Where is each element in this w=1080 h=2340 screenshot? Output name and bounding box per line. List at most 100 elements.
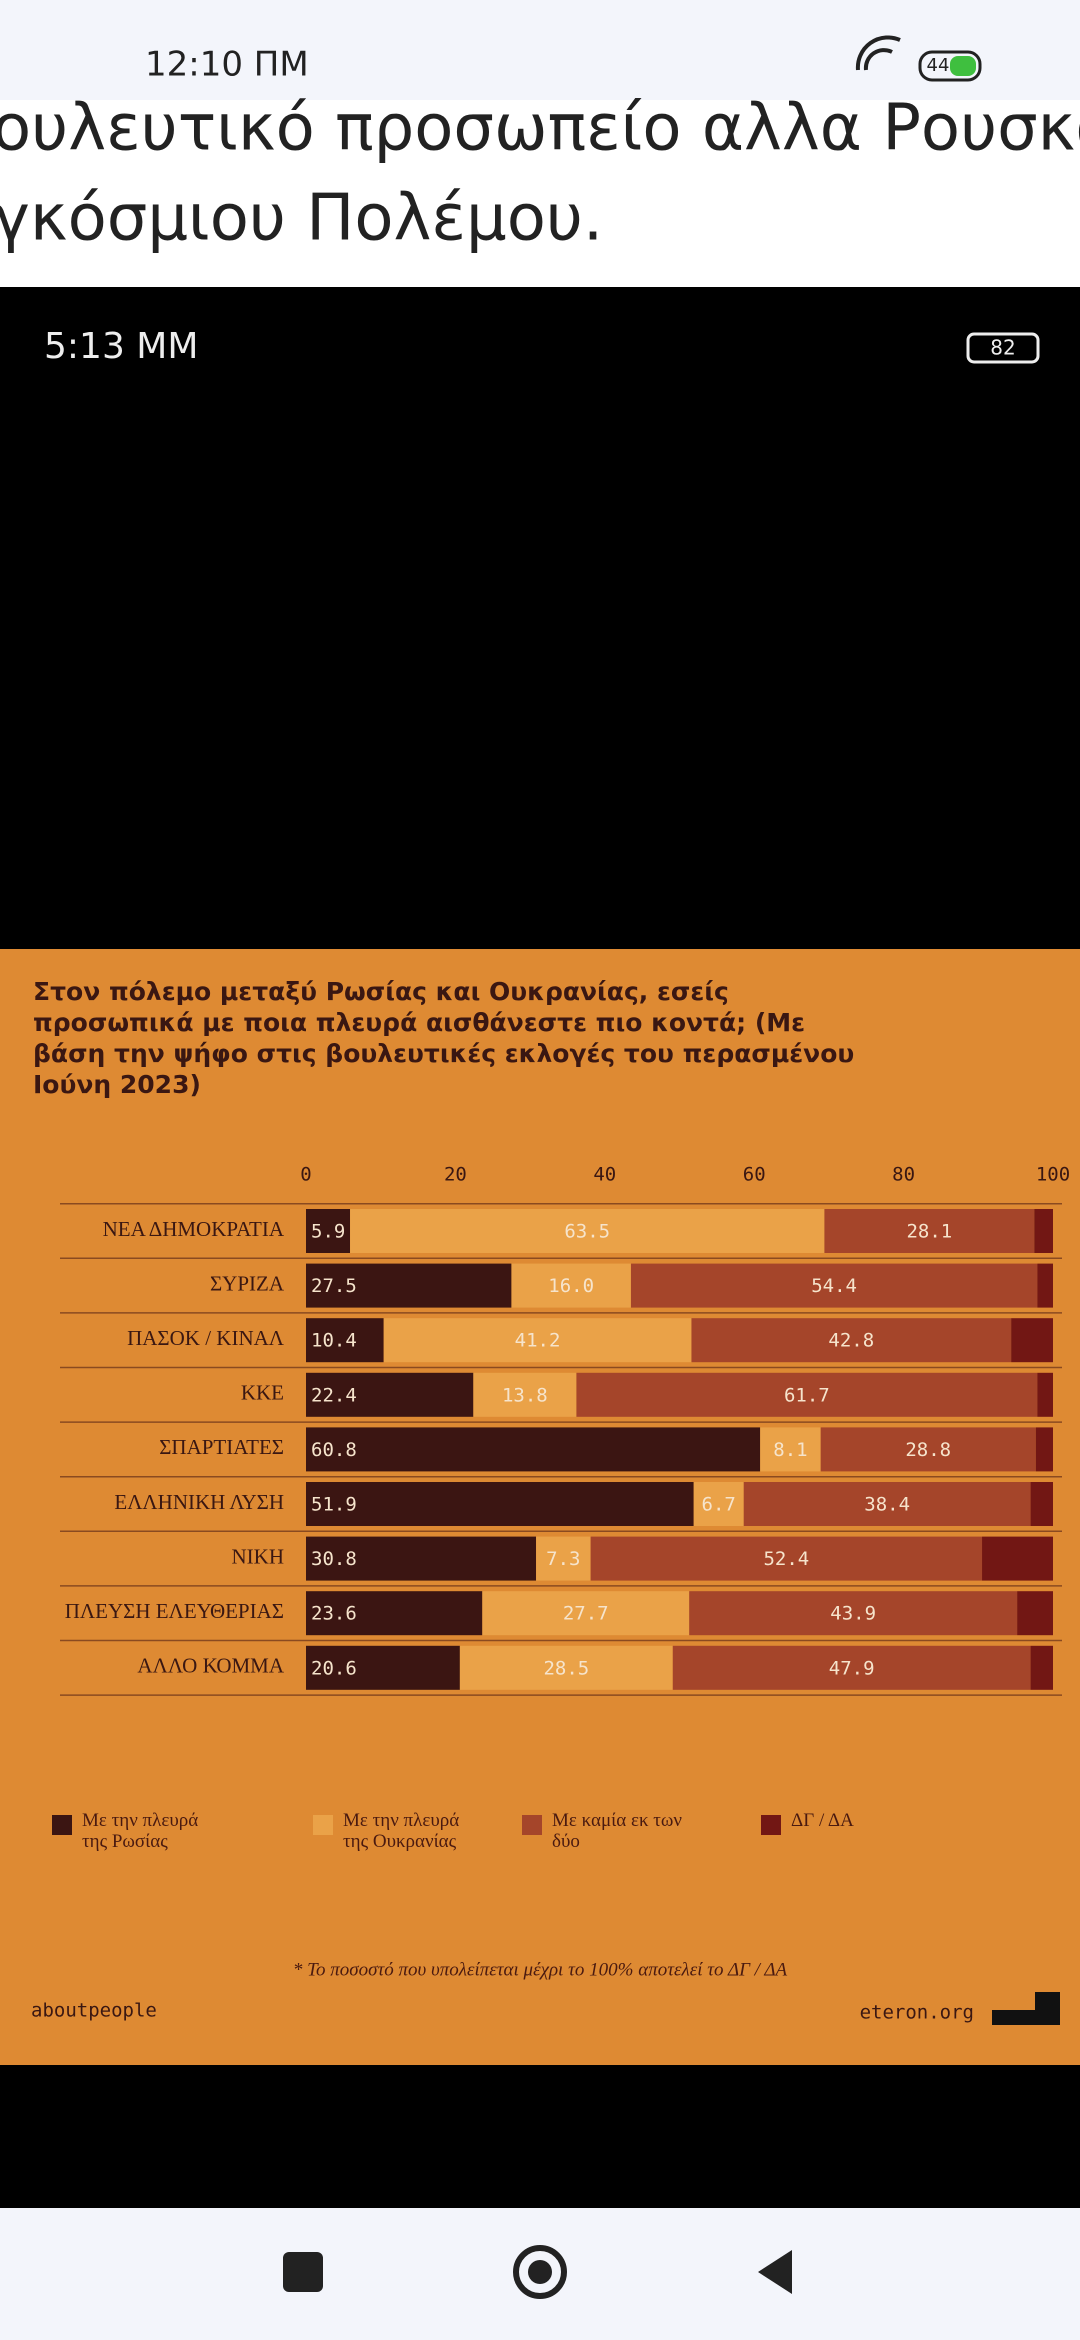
x-tick-label: 100 — [1036, 1164, 1070, 1186]
legend-swatch — [522, 1815, 542, 1835]
battery-level — [950, 56, 976, 76]
legend-label: Με καμία εκ των δύο — [552, 1810, 683, 1852]
bar-segment — [760, 1427, 821, 1472]
bar-segment — [350, 1209, 825, 1253]
bar-segment — [982, 1536, 1053, 1581]
x-tick-label: 60 — [743, 1164, 766, 1186]
nav-home-dot — [528, 2260, 552, 2284]
bar-segment — [576, 1372, 1038, 1417]
status-bar — [0, 0, 1080, 100]
data-label: 7.3 — [546, 1548, 580, 1570]
source-left: aboutpeople — [31, 2000, 157, 2022]
bar-segment — [473, 1372, 577, 1417]
legend-swatch — [52, 1815, 72, 1835]
category-label: ΣΠΑΡΤΙΑΤΕΣ — [159, 1435, 284, 1459]
chart: 0 20 40 60 80 100 ΝΕΑ ΔΗΜΟΚΡΑΤΙΑ 5.9 63.5 28.1 ΣΥΡ… — [31, 1164, 1070, 2024]
legend-label: Με την πλευρά της Ουκρανίας — [343, 1810, 460, 1852]
data-label: 42.8 — [828, 1330, 874, 1352]
x-tick-label: 80 — [892, 1164, 915, 1186]
category-label: ΚΚΕ — [241, 1381, 284, 1405]
category-label: ΑΛΛΟ ΚΟΜΜΑ — [137, 1654, 284, 1678]
image-battery-icon — [966, 332, 1040, 364]
category-label: ΝΕΑ ΔΗΜΟΚΡΑΤΙΑ — [103, 1217, 285, 1241]
bar-segment — [306, 1209, 351, 1253]
bar-segment — [511, 1263, 631, 1308]
data-label: 52.4 — [763, 1548, 809, 1570]
bar-segment — [306, 1372, 474, 1417]
nav-recents[interactable] — [283, 2252, 323, 2292]
bar-segment — [306, 1482, 694, 1526]
status-time: 12:10 ΠΜ — [145, 45, 309, 85]
data-label: 22.4 — [311, 1384, 357, 1406]
image-status-time: 5:13 ΜΜ — [44, 326, 198, 367]
bar-segment — [693, 1482, 744, 1526]
article-line: ουλευτικό προσωπείο αλλα Ρουσκα α — [0, 92, 1080, 166]
category-label: ΕΛΛΗΝΙΚΗ ΛΥΣΗ — [114, 1490, 284, 1514]
bar-segment — [1034, 1209, 1053, 1253]
data-label: 27.5 — [311, 1275, 357, 1297]
data-label: 23.6 — [311, 1603, 357, 1625]
data-label: 16.0 — [548, 1275, 594, 1297]
nav-back[interactable] — [758, 2250, 792, 2294]
data-label: 20.6 — [311, 1657, 357, 1679]
wifi-icon — [855, 35, 901, 71]
article-line: γκόσμιου Πολέμου. — [0, 182, 603, 256]
data-label: 8.1 — [773, 1439, 807, 1461]
data-label: 63.5 — [564, 1221, 610, 1243]
data-label: 51.9 — [311, 1494, 357, 1516]
x-tick-label: 40 — [593, 1164, 616, 1186]
data-label: 61.7 — [784, 1384, 830, 1406]
category-label: ΝΙΚΗ — [232, 1544, 285, 1568]
x-tick-label: 20 — [444, 1164, 467, 1186]
source-right: eteron.org — [860, 2002, 974, 2024]
battery-text: 44 — [927, 55, 950, 76]
bar-segment — [1017, 1591, 1053, 1636]
category-label: ΣΥΡΙΖΑ — [210, 1271, 285, 1295]
bar-segment — [306, 1536, 537, 1581]
nav-home[interactable] — [513, 2245, 567, 2299]
data-label: 27.7 — [563, 1603, 609, 1625]
bar-segment — [743, 1482, 1031, 1526]
bar-segment — [689, 1591, 1018, 1636]
bar-segment — [630, 1263, 1038, 1308]
footnote: * Το ποσοστό που υπολείπεται μέχρι το 10… — [293, 1959, 788, 1980]
data-label: 10.4 — [311, 1330, 357, 1352]
bar-segment — [306, 1591, 483, 1636]
bar-segment — [482, 1591, 690, 1636]
data-label: 47.9 — [829, 1657, 875, 1679]
legend-label: ΔΓ / ΔΑ — [791, 1810, 854, 1831]
bar-segment — [306, 1427, 761, 1472]
battery-icon — [918, 50, 982, 82]
bar-segment — [1037, 1263, 1053, 1308]
eteron-logo — [992, 1992, 1060, 2025]
data-label: 28.8 — [905, 1439, 951, 1461]
data-label: 54.4 — [811, 1275, 857, 1297]
data-label: 5.9 — [311, 1221, 345, 1243]
bar-segment — [590, 1536, 983, 1581]
data-label: 28.5 — [543, 1657, 589, 1679]
bar-segment — [1011, 1318, 1053, 1363]
data-label: 30.8 — [311, 1548, 357, 1570]
bar-segment — [306, 1318, 384, 1363]
data-label: 41.2 — [515, 1330, 561, 1352]
bar-segment — [672, 1645, 1031, 1690]
bar-segment — [824, 1209, 1035, 1253]
legend-label: Με την πλευρά της Ρωσίας — [82, 1810, 199, 1852]
data-label: 43.9 — [830, 1603, 876, 1625]
article-area — [0, 100, 1080, 287]
bar-segment — [536, 1536, 591, 1581]
data-label: 13.8 — [502, 1384, 548, 1406]
bar-segment — [459, 1645, 673, 1690]
bar-segment — [383, 1318, 692, 1363]
bar-segment — [1030, 1482, 1053, 1526]
bar-segment — [1030, 1645, 1053, 1690]
legend-swatch — [313, 1815, 333, 1835]
bar-segment — [306, 1263, 512, 1308]
data-label: 28.1 — [906, 1221, 952, 1243]
bar-segment — [306, 1645, 460, 1690]
bar-segment — [691, 1318, 1012, 1363]
data-label: 60.8 — [311, 1439, 357, 1461]
bar-segment — [1035, 1427, 1053, 1472]
